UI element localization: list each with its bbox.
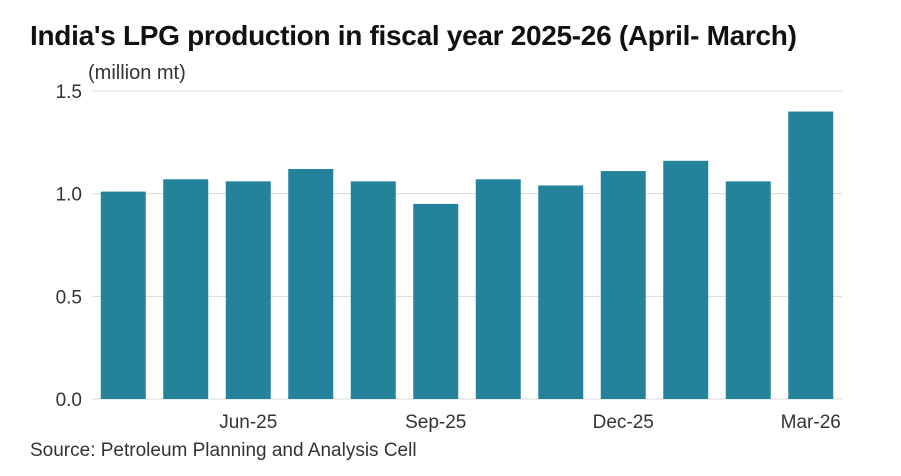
y-tick-label: 0.0 [56, 390, 82, 411]
x-tick-label: Dec-25 [593, 412, 654, 433]
bar-nov-25 [538, 185, 584, 399]
chart-title: India's LPG production in fiscal year 20… [30, 20, 797, 51]
y-tick-label: 1.5 [56, 82, 82, 103]
bar-aug-25 [350, 181, 396, 399]
y-axis-ticks: 0.0 0.5 1.0 1.5 [56, 82, 82, 411]
y-axis-unit-label: (million mt) [88, 62, 186, 84]
source-note: Source: Petroleum Planning and Analysis … [30, 440, 417, 461]
bar-jan-26 [663, 160, 709, 399]
y-tick-label: 1.0 [56, 185, 82, 206]
bar-jul-25 [288, 169, 334, 399]
x-axis-ticks: Jun-25 Sep-25 Dec-25 Mar-26 [219, 412, 841, 433]
y-tick-label: 0.5 [56, 287, 82, 308]
bar-feb-26 [725, 181, 771, 399]
x-tick-label: Sep-25 [405, 412, 466, 433]
x-tick-label: Mar-26 [781, 412, 841, 433]
bars [100, 111, 834, 400]
bar-mar-26 [788, 111, 834, 400]
gridlines [92, 90, 842, 400]
bar-jun-25 [225, 181, 271, 399]
bar-apr-25 [100, 191, 146, 399]
bar-dec-25 [600, 171, 646, 399]
x-tick-label: Jun-25 [219, 412, 277, 433]
bar-oct-25 [475, 179, 521, 399]
bar-may-25 [163, 179, 209, 399]
bar-sep-25 [413, 203, 459, 399]
